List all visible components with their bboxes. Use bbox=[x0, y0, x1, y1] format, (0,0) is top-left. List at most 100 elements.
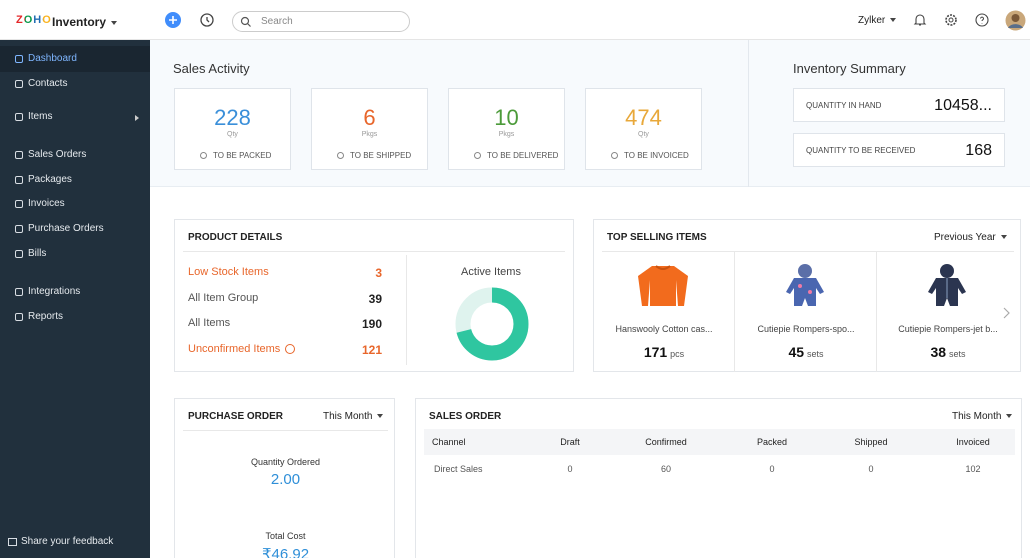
brand-text: Inventory bbox=[52, 15, 107, 29]
item-qty-row: 171 pcs bbox=[594, 344, 734, 362]
detail-value: 39 bbox=[368, 291, 382, 306]
period-text: This Month bbox=[323, 411, 373, 422]
card-icon bbox=[611, 152, 618, 159]
nav-label: Reports bbox=[28, 311, 64, 322]
nav-label: Dashboard bbox=[28, 53, 77, 64]
item-name[interactable]: Hanswooly Cotton cas... bbox=[615, 324, 713, 334]
panel-title: SALES ORDER bbox=[429, 411, 502, 422]
nav-item[interactable]: Dashboard bbox=[0, 51, 150, 67]
card-label: TO BE INVOICED bbox=[624, 151, 689, 160]
brand[interactable]: Inventory bbox=[52, 15, 118, 29]
nav-label: Invoices bbox=[28, 198, 65, 209]
period-dropdown[interactable]: This Month bbox=[952, 411, 1013, 422]
search-box[interactable]: Search bbox=[232, 11, 410, 32]
activity-card[interactable]: 10 Pkgs TO BE DELIVERED bbox=[448, 88, 565, 170]
nav-item[interactable]: Sales Orders bbox=[0, 147, 150, 163]
next-arrow[interactable] bbox=[1002, 306, 1012, 320]
logo-text: ZOHO bbox=[16, 14, 52, 26]
sidebar: Dashboard Contacts Items Sales Orders Packag… bbox=[0, 40, 150, 558]
activity-card[interactable]: 228 Qty TO BE PACKED bbox=[174, 88, 291, 170]
summary-label: QUANTITY TO BE RECEIVED bbox=[806, 146, 916, 155]
nav-item[interactable]: Contacts bbox=[0, 76, 150, 92]
column-header: Shipped bbox=[854, 437, 888, 447]
donut-label: 71% bbox=[483, 319, 501, 329]
nav-label: Purchase Orders bbox=[28, 223, 104, 234]
period-text: This Month bbox=[952, 411, 1002, 422]
nav-label: Integrations bbox=[28, 286, 81, 297]
help-icon[interactable] bbox=[975, 13, 989, 27]
card-value: 6 bbox=[363, 105, 376, 130]
nav-item[interactable]: Purchase Orders bbox=[0, 221, 150, 237]
product-image bbox=[928, 264, 966, 306]
detail-value: 190 bbox=[361, 317, 382, 331]
org-switcher[interactable]: Zylker bbox=[858, 15, 897, 26]
panel-title: TOP SELLING ITEMS bbox=[607, 232, 707, 243]
card-label: TO BE SHIPPED bbox=[350, 151, 412, 160]
avatar[interactable] bbox=[1005, 10, 1026, 31]
item-qty-row: 45 sets bbox=[736, 344, 876, 362]
item-qty: 38 bbox=[930, 344, 947, 360]
item-qty-row: 38 sets bbox=[878, 344, 1018, 362]
column-header: Draft bbox=[560, 437, 580, 447]
period-dropdown[interactable]: Previous Year bbox=[934, 232, 1007, 243]
org-name: Zylker bbox=[858, 15, 886, 26]
detail-value: 121 bbox=[361, 342, 382, 357]
section-title: Sales Activity bbox=[173, 61, 250, 76]
nav-item[interactable]: Reports bbox=[0, 309, 150, 325]
divider bbox=[183, 430, 388, 431]
divider bbox=[406, 255, 407, 365]
history-icon[interactable] bbox=[199, 12, 215, 28]
feedback-link[interactable]: Share your feedback bbox=[21, 536, 114, 547]
detail-label[interactable]: All Items bbox=[188, 317, 231, 329]
nav-item[interactable]: Bills bbox=[0, 246, 150, 262]
nav-item[interactable]: Integrations bbox=[0, 284, 150, 300]
summary-value: 10458... bbox=[934, 97, 992, 114]
detail-label[interactable]: Low Stock Items bbox=[188, 266, 269, 278]
activity-card[interactable]: 6 Pkgs TO BE SHIPPED bbox=[311, 88, 428, 170]
item-name[interactable]: Cutiepie Rompers-jet b... bbox=[898, 324, 998, 334]
card-unit: Pkgs bbox=[498, 131, 515, 138]
period-dropdown[interactable]: This Month bbox=[323, 411, 384, 422]
divider bbox=[734, 251, 735, 372]
new-button[interactable] bbox=[165, 12, 181, 28]
column-header: Invoiced bbox=[956, 437, 990, 447]
nav-label: Sales Orders bbox=[28, 149, 87, 160]
divider bbox=[748, 40, 749, 187]
notifications-icon[interactable] bbox=[913, 13, 927, 27]
product-details-panel: PRODUCT DETAILS Active Items 71% Low Sto… bbox=[174, 219, 574, 372]
nav-item[interactable]: Packages bbox=[0, 172, 150, 188]
product-image bbox=[638, 265, 688, 306]
table-cell: 102 bbox=[965, 464, 981, 474]
column-header: Channel bbox=[432, 437, 466, 447]
card-value: 228 bbox=[214, 105, 251, 130]
search-placeholder: Search bbox=[261, 16, 293, 27]
column-header: Confirmed bbox=[645, 437, 687, 447]
summary-row: QUANTITY IN HAND 10458... bbox=[793, 88, 1005, 122]
purchase-order-panel: PURCHASE ORDER This Month Quantity Order… bbox=[174, 398, 395, 558]
card-value: 474 bbox=[625, 105, 662, 130]
table-cell: 0 bbox=[868, 464, 874, 474]
submenu-arrow bbox=[135, 115, 139, 121]
item-unit: sets bbox=[807, 349, 824, 359]
nav-item[interactable]: Items bbox=[0, 109, 150, 125]
summary-value: 168 bbox=[965, 142, 992, 159]
item-name[interactable]: Cutiepie Rompers-spo... bbox=[757, 324, 855, 334]
table-cell: Direct Sales bbox=[434, 464, 483, 474]
nav-label: Packages bbox=[28, 174, 72, 185]
nav-item[interactable]: Invoices bbox=[0, 196, 150, 212]
panel-title: PURCHASE ORDER bbox=[188, 411, 284, 422]
section-title: Inventory Summary bbox=[793, 61, 906, 76]
metric-value: 2.00 bbox=[270, 471, 301, 488]
top-selling-panel: TOP SELLING ITEMS Previous Year Hanswool… bbox=[593, 219, 1021, 372]
activity-card[interactable]: 474 Qty TO BE INVOICED bbox=[585, 88, 702, 170]
card-icon bbox=[337, 152, 344, 159]
detail-value: 3 bbox=[375, 266, 382, 280]
nav-icon bbox=[15, 200, 23, 208]
metric-value: ₹46.92 bbox=[261, 546, 310, 558]
detail-label[interactable]: Unconfirmed Items bbox=[188, 342, 281, 355]
detail-label[interactable]: All Item Group bbox=[188, 291, 259, 304]
settings-icon[interactable] bbox=[944, 13, 958, 27]
donut-chart: 71% bbox=[455, 287, 529, 361]
nav-icon bbox=[15, 80, 23, 88]
